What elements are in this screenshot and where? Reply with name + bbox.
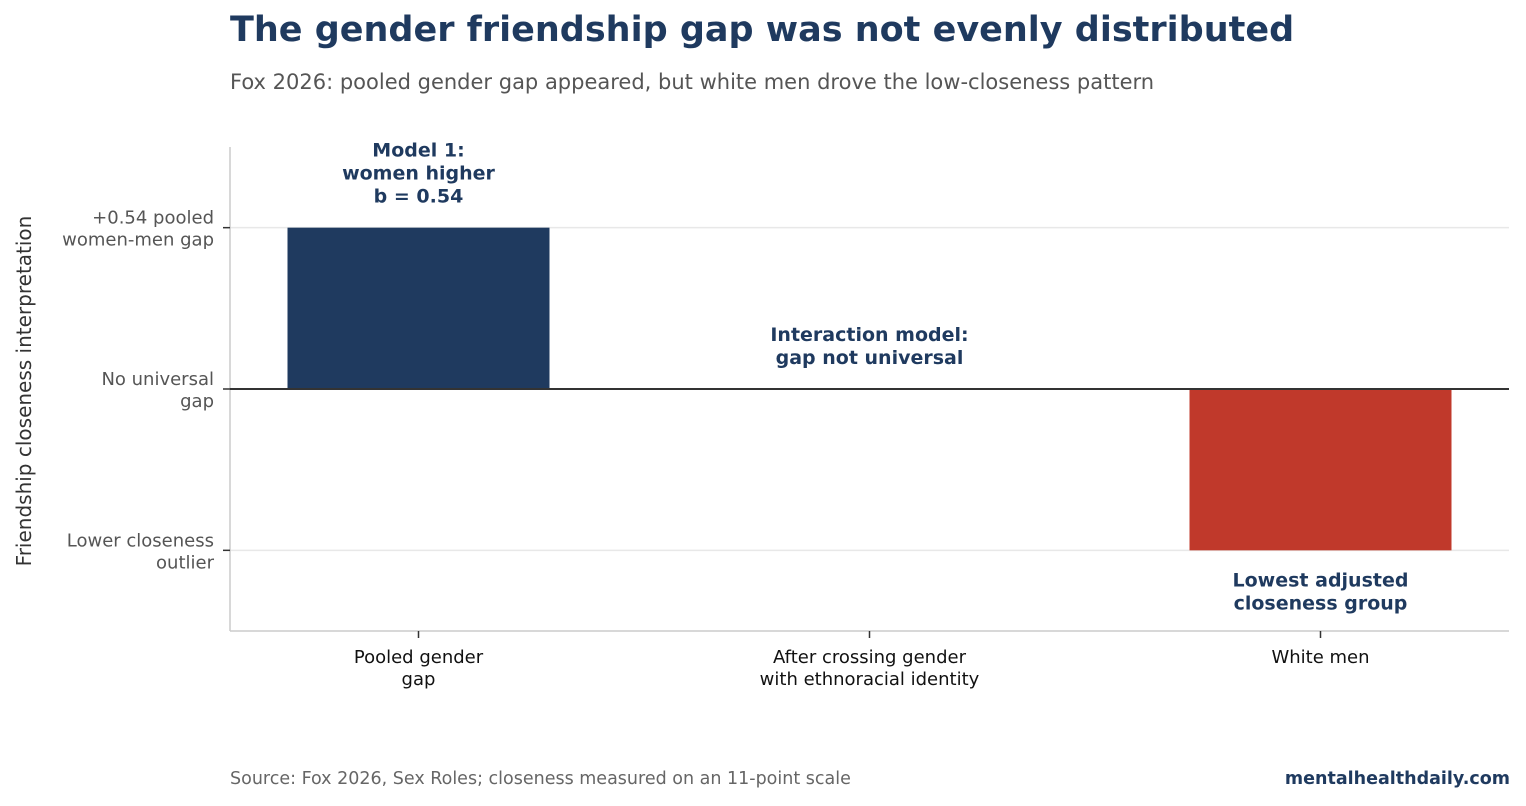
annotation: Lowest adjusted closeness group — [1233, 569, 1409, 614]
annotation-line: Interaction model: — [770, 324, 968, 346]
x-tick-label-line: White men — [1271, 647, 1369, 668]
x-tick-label: After crossing gender with ethnoracial id… — [760, 647, 980, 690]
source-note: Source: Fox 2026, Sex Roles; closeness m… — [230, 769, 851, 789]
annotation-line: Lowest adjusted — [1233, 569, 1409, 591]
y-tick-label: +0.54 pooled women-men gap — [62, 208, 214, 251]
x-tick-label-line: After crossing gender — [773, 647, 967, 668]
annotation-line: women higher — [342, 163, 495, 185]
y-tick-label-line: gap — [180, 391, 214, 412]
x-tick-label-line: gap — [402, 669, 436, 690]
axes — [223, 147, 1509, 638]
bar — [287, 227, 550, 389]
bar — [1189, 389, 1452, 551]
chart-title: The gender friendship gap was not evenly… — [230, 10, 1295, 50]
annotation: Model 1: women higher b = 0.54 — [342, 140, 495, 208]
x-tick-label: White men — [1271, 647, 1369, 668]
y-tick-label: Lower closeness outlier — [67, 530, 215, 573]
y-tick-label-line: Lower closeness — [67, 530, 214, 551]
x-tick-label-line: with ethnoracial identity — [760, 669, 980, 690]
annotation-line: closeness group — [1234, 592, 1408, 614]
annotation-line: b = 0.54 — [374, 186, 464, 208]
y-tick-label-line: women-men gap — [62, 230, 214, 251]
x-tick-label-line: Pooled gender — [354, 647, 484, 668]
y-axis-label: Friendship closeness interpretation — [12, 216, 36, 567]
brand-credit: mentalhealthdaily.com — [1284, 769, 1510, 789]
y-tick-label-line: No universal — [101, 369, 214, 390]
y-tick-label-line: +0.54 pooled — [92, 208, 214, 229]
y-tick-label-line: outlier — [156, 552, 215, 573]
annotation: Interaction model: gap not universal — [770, 324, 968, 369]
x-tick-label: Pooled gender gap — [354, 647, 484, 690]
annotation-line: gap not universal — [776, 347, 964, 369]
annotation-line: Model 1: — [372, 140, 464, 162]
bars — [287, 227, 1452, 551]
chart-subtitle: Fox 2026: pooled gender gap appeared, bu… — [230, 70, 1155, 94]
y-tick-label: No universal gap — [101, 369, 214, 412]
